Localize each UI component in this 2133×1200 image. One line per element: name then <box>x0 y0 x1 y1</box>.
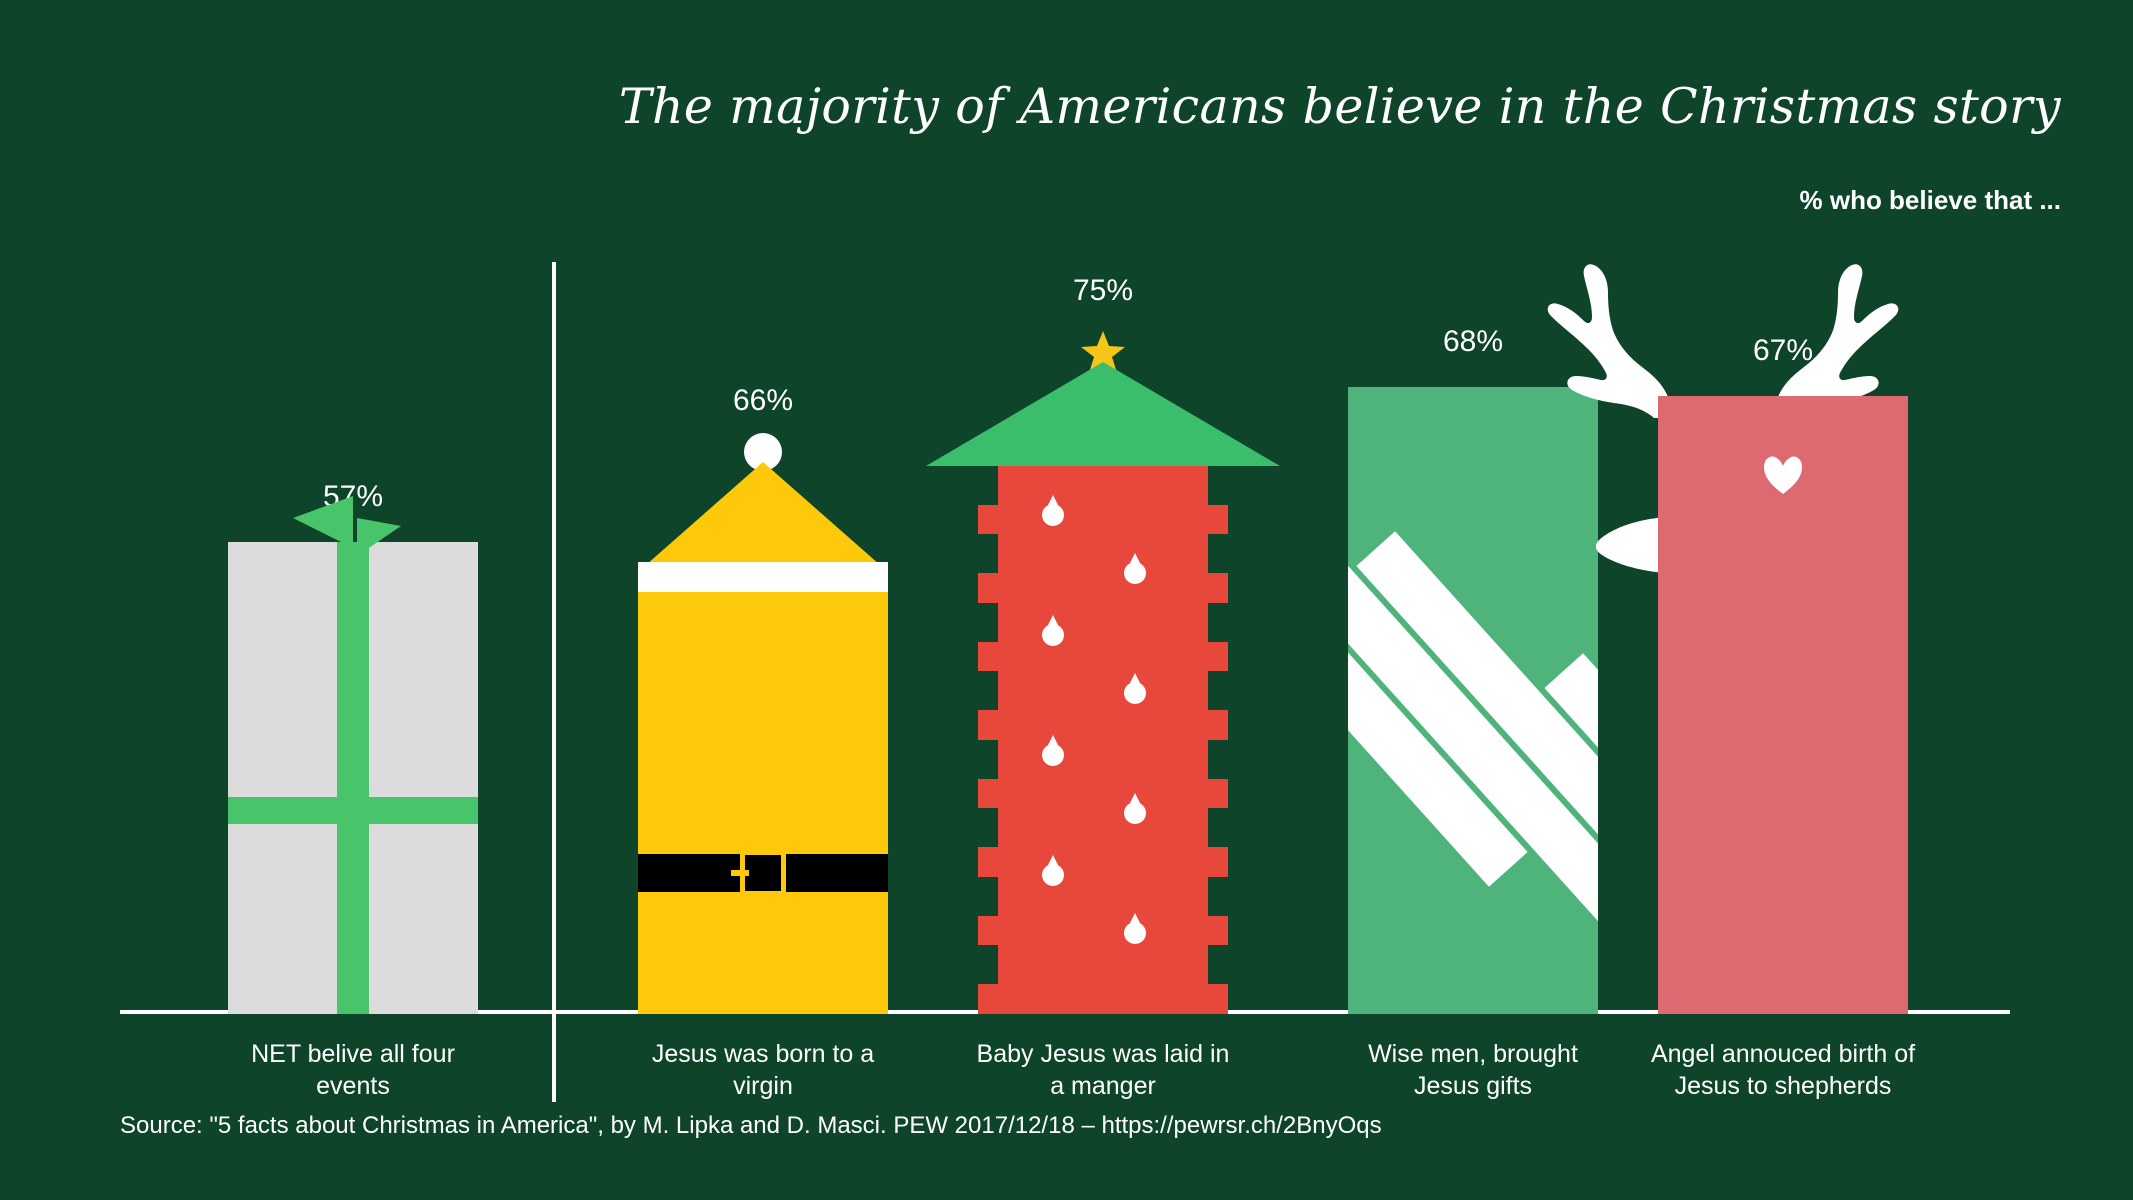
bar-net-believe-all-four[interactable]: 57% <box>228 480 478 1014</box>
category-label-line2: Jesus to shepherds <box>1674 1072 1892 1100</box>
category-label-line2: Jesus gifts <box>1413 1072 1533 1100</box>
tree-ornament-icon <box>1124 913 1146 944</box>
santa-hat-cone <box>638 462 888 572</box>
tree-ornament-icon <box>1042 735 1064 766</box>
chart-header: The majority of Americans believe in the… <box>0 0 2133 240</box>
value-label: 57% <box>322 480 384 513</box>
category-label-line2: virgin <box>733 1072 793 1100</box>
santa-belt-buckle-icon <box>731 850 786 896</box>
tree-ornament-icon <box>1124 553 1146 584</box>
source-citation: Source: "5 facts about Christmas in Amer… <box>120 1112 1382 1139</box>
santa-hat-brim <box>638 562 888 592</box>
bar-laid-in-manger[interactable]: 75% <box>926 274 1280 1014</box>
tree-foliage-body <box>978 466 1228 1014</box>
bar-wise-men-gifts[interactable]: 68% <box>1348 325 1598 1014</box>
gift-bow-left-loop <box>293 496 353 548</box>
tree-ornament-icon <box>1124 673 1146 704</box>
category-label-line1: Baby Jesus was laid in <box>976 1040 1230 1068</box>
santa-suit-body <box>638 572 888 1014</box>
tree-ornament-icon <box>1124 793 1146 824</box>
reindeer-nose-heart-icon <box>1764 456 1802 494</box>
value-label: 68% <box>1442 325 1504 358</box>
tree-ornament-icon <box>1042 855 1064 886</box>
category-label-line1: Angel annouced birth of <box>1650 1040 1916 1068</box>
gift-bow-right-loop <box>357 518 401 556</box>
value-label: 75% <box>1072 274 1134 307</box>
category-label-angel: Angel annouced birth of Jesus to shepher… <box>1608 1038 1958 1102</box>
reindeer-antler-left-icon <box>1547 264 1672 418</box>
reindeer-face-body <box>1658 396 1908 1014</box>
category-label-line2: a manger <box>1050 1072 1156 1100</box>
santa-belt <box>638 854 888 892</box>
category-label-net: NET belive all four events <box>178 1038 528 1102</box>
category-label-line2: events <box>316 1072 390 1100</box>
tree-ornament-icon <box>1042 495 1064 526</box>
bar-angel-shepherds[interactable]: 67% <box>1547 264 1908 1014</box>
gift-ribbon-vertical <box>337 542 369 1014</box>
bar-born-to-virgin[interactable]: 66% <box>638 384 888 1014</box>
category-label-wise-men: Wise men, brought Jesus gifts <box>1298 1038 1648 1102</box>
candy-stripe-body <box>1348 387 1598 1014</box>
category-label-manger: Baby Jesus was laid in a manger <box>928 1038 1278 1102</box>
page-title: The majority of Americans believe in the… <box>618 78 2061 135</box>
reindeer-antler-right-icon <box>1774 264 1899 418</box>
category-label-line1: NET belive all four <box>251 1040 455 1068</box>
tree-ornament-icon <box>1042 615 1064 646</box>
category-label-virgin: Jesus was born to a virgin <box>588 1038 938 1102</box>
category-label-line1: Wise men, brought <box>1368 1040 1578 1068</box>
value-label: 66% <box>732 384 794 417</box>
chart-subtitle: % who believe that ... <box>1799 185 2062 215</box>
value-label: 67% <box>1752 334 1814 367</box>
net-divider-line <box>552 262 556 1102</box>
tree-top-triangle <box>926 362 1280 466</box>
tree-star-icon <box>1081 331 1125 373</box>
category-label-line1: Jesus was born to a <box>651 1040 875 1068</box>
